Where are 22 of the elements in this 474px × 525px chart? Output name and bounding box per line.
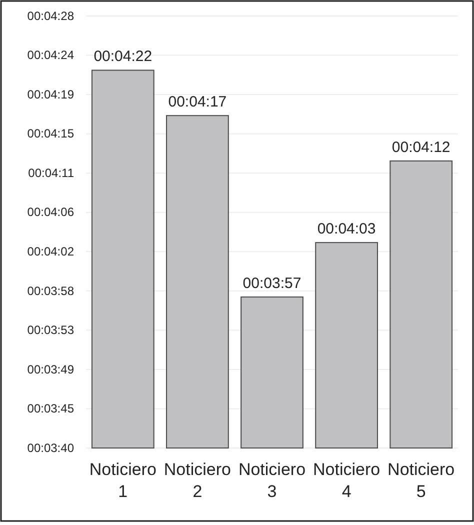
y-tick-label: 00:04:06 [27,205,74,220]
data-label: 00:03:57 [242,274,302,292]
x-tick-label: Noticiero 2 [164,460,231,501]
y-tick-label: 00:04:11 [28,166,74,180]
y-tick-label: 00:03:40 [27,440,74,455]
y-tick-label: 00:04:28 [27,8,74,23]
y-tick-label: 00:04:02 [27,244,74,258]
x-tick-label: Noticiero 5 [388,460,455,501]
data-label: 00:04:03 [317,220,376,238]
y-tick-label: 00:03:53 [27,323,74,338]
y-tick-label: 00:04:15 [27,126,74,141]
y-tick-label: 00:04:24 [27,48,74,62]
y-tick-label: 00:03:45 [27,402,74,416]
data-label: 00:04:12 [392,138,450,156]
x-tick-label: Noticiero 4 [313,460,380,501]
y-tick-label: 00:03:58 [27,284,74,298]
x-tick-label: Noticiero 1 [89,460,156,501]
y-tick-label: 00:04:19 [27,87,74,102]
x-tick-label: Noticiero 3 [238,460,306,501]
data-label: 00:04:22 [94,48,152,66]
data-label: 00:04:17 [168,94,227,111]
y-tick-label: 00:03:49 [27,362,74,376]
